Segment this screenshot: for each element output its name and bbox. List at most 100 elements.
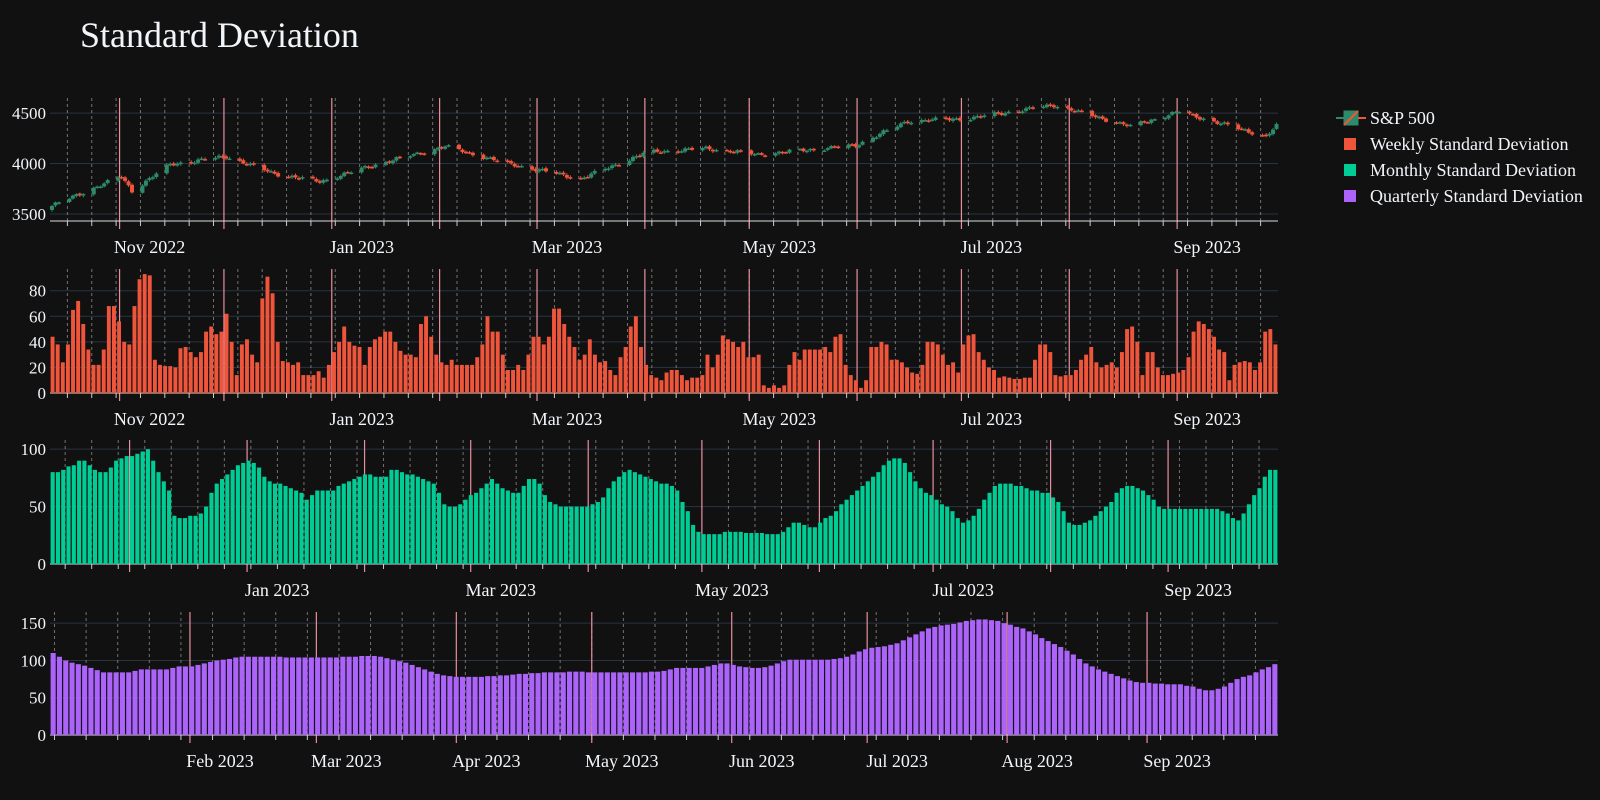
bar — [1095, 669, 1102, 735]
bar — [899, 362, 904, 393]
bar — [1199, 508, 1204, 564]
bar — [966, 520, 971, 564]
bar — [541, 344, 546, 393]
bar — [55, 344, 60, 393]
bar — [294, 490, 299, 564]
candle-body — [1271, 129, 1276, 135]
legend-item-monthly[interactable]: Monthly Standard Deviation — [1336, 158, 1583, 184]
candle-body — [1138, 121, 1143, 126]
bar — [421, 479, 426, 564]
bar — [88, 667, 94, 735]
candle-body — [241, 160, 246, 164]
y-tick-label: 4500 — [12, 104, 46, 123]
candle-body — [70, 195, 75, 199]
bar — [132, 670, 138, 735]
bar — [1246, 504, 1251, 564]
bar — [982, 619, 988, 735]
bar — [695, 377, 700, 393]
bar — [108, 467, 113, 564]
candle-body — [363, 165, 368, 168]
bar — [613, 375, 618, 393]
bar — [526, 479, 532, 564]
candle-body — [738, 150, 743, 152]
bar — [327, 657, 333, 735]
bar — [126, 672, 132, 735]
candle-body — [446, 145, 451, 147]
candle-body — [898, 123, 903, 128]
candle-body — [248, 163, 253, 166]
candle-body — [651, 149, 656, 153]
candle-body — [324, 179, 329, 182]
bar — [158, 364, 162, 393]
candle-body — [585, 176, 590, 179]
candle-body — [1090, 110, 1095, 116]
candle-body — [342, 172, 347, 177]
bar — [908, 472, 913, 564]
x-tick-label: Mar 2023 — [465, 580, 536, 600]
bar — [940, 354, 945, 393]
bar — [500, 488, 505, 564]
bar — [1072, 524, 1077, 564]
candle-body — [481, 154, 486, 159]
bar — [791, 522, 796, 564]
bar — [894, 359, 899, 393]
candle-body — [488, 157, 493, 159]
bar — [1001, 623, 1007, 735]
bar — [606, 488, 611, 564]
bar — [992, 369, 996, 393]
bar — [542, 495, 547, 564]
candle-body — [1048, 104, 1053, 106]
candle-body — [1017, 111, 1022, 114]
candle-body — [947, 118, 952, 121]
bar — [289, 657, 295, 735]
legend-item-weekly[interactable]: Weekly Standard Deviation — [1336, 132, 1583, 158]
bar — [82, 665, 88, 735]
bar — [1127, 680, 1133, 735]
bar — [258, 656, 264, 735]
y-tick-label: 3500 — [12, 205, 46, 224]
candle-body — [470, 152, 475, 156]
bar — [608, 369, 613, 393]
bar — [1133, 682, 1139, 735]
bar — [733, 531, 738, 564]
candle-body — [345, 172, 350, 174]
bar — [315, 657, 321, 735]
bar — [475, 357, 480, 393]
bar — [818, 349, 823, 393]
bar — [1130, 326, 1135, 393]
legend-item-sp500[interactable]: S&P 500 — [1336, 106, 1583, 132]
bar — [63, 660, 69, 735]
bar — [802, 349, 807, 393]
candle-body — [491, 156, 496, 161]
bar — [923, 492, 929, 564]
x-tick-label: Jul 2023 — [932, 580, 994, 600]
bar — [700, 375, 705, 393]
bar — [161, 481, 166, 564]
bar — [193, 357, 198, 393]
bar — [408, 354, 413, 393]
bar — [1022, 377, 1027, 393]
bar — [633, 316, 638, 393]
bar — [1026, 631, 1032, 735]
candle-body — [1128, 124, 1133, 127]
bar — [601, 497, 606, 564]
bar — [988, 620, 995, 735]
bar — [838, 334, 843, 393]
bar — [741, 341, 746, 393]
bar — [145, 669, 151, 735]
bar — [396, 661, 403, 735]
bar — [426, 481, 431, 564]
bar — [226, 658, 233, 735]
bar — [844, 656, 850, 735]
bar — [96, 364, 101, 393]
candle-body — [1222, 122, 1227, 124]
bar — [246, 460, 251, 564]
candle-body — [850, 144, 855, 146]
legend-item-quarterly[interactable]: Quarterly Standard Deviation — [1336, 184, 1583, 210]
candle-body — [296, 178, 301, 180]
y-tick-label: 100 — [21, 440, 47, 459]
bar — [1155, 367, 1160, 393]
bar — [347, 481, 352, 564]
candle-body — [582, 177, 587, 180]
bar — [1043, 344, 1048, 393]
